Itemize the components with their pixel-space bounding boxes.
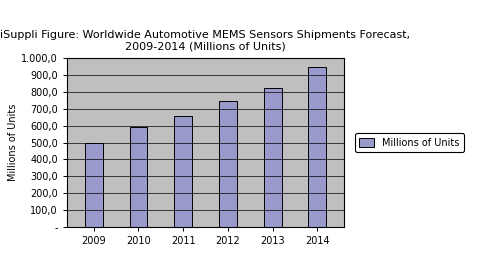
Bar	[130, 127, 147, 227]
Bar	[308, 67, 326, 227]
Title: iSuppli Figure: Worldwide Automotive MEMS Sensors Shipments Forecast,
2009-2014 : iSuppli Figure: Worldwide Automotive MEM…	[0, 30, 411, 52]
Bar	[219, 101, 237, 227]
Bar	[85, 143, 103, 227]
Legend: Millions of Units: Millions of Units	[355, 133, 464, 152]
Bar	[264, 88, 282, 227]
Y-axis label: Millions of Units: Millions of Units	[8, 104, 18, 181]
Bar	[174, 116, 192, 227]
